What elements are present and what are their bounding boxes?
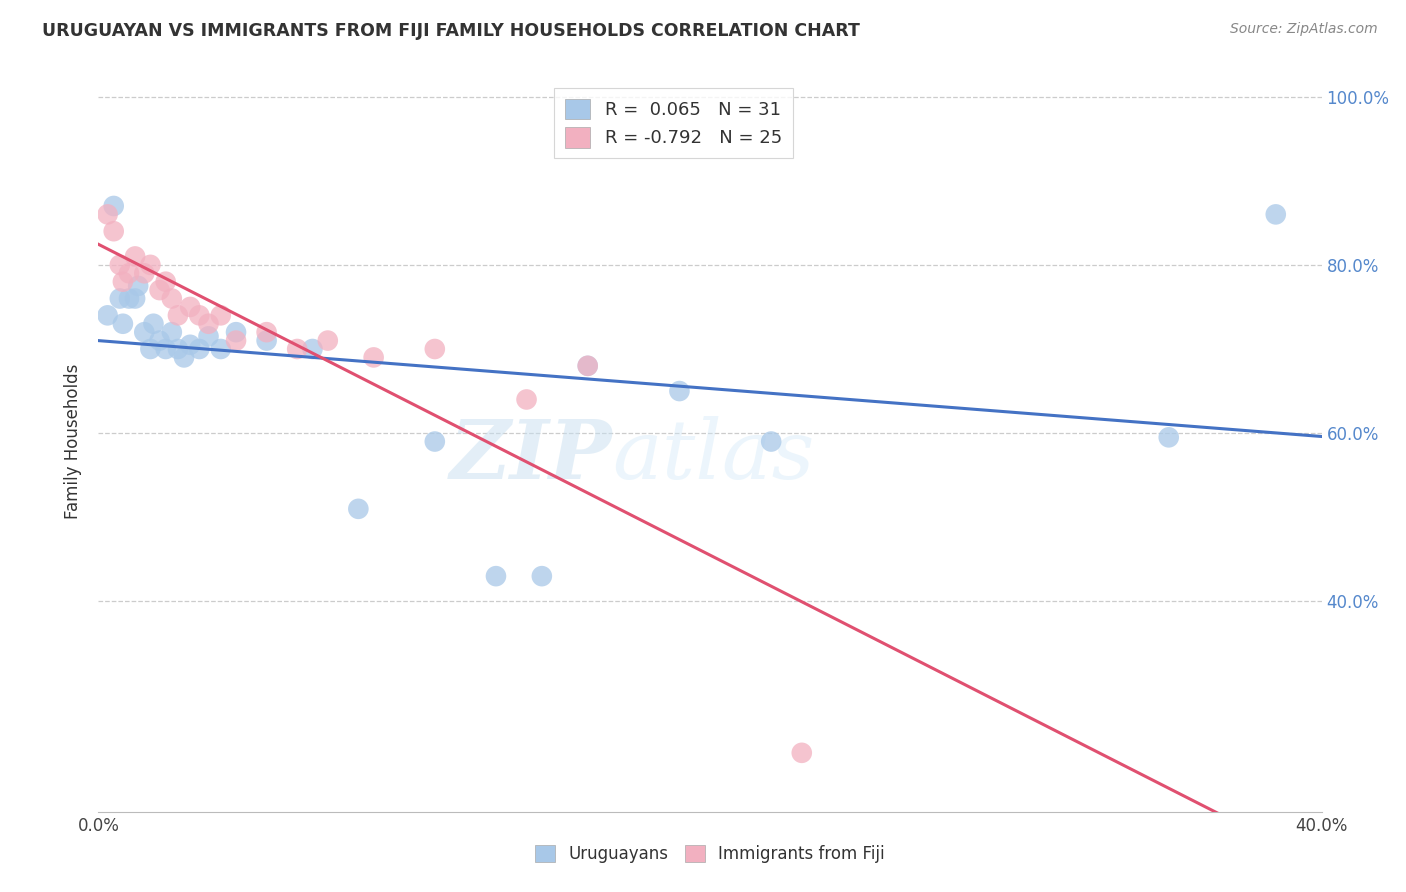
Point — [173, 351, 195, 365]
Point — [576, 359, 599, 373]
Point — [516, 392, 538, 407]
Point — [197, 329, 219, 343]
Point — [160, 292, 183, 306]
Point — [167, 342, 190, 356]
Point — [197, 317, 219, 331]
Point — [790, 746, 813, 760]
Point — [179, 300, 201, 314]
Point — [139, 258, 162, 272]
Point — [1157, 430, 1180, 444]
Point — [225, 325, 247, 339]
Point — [1264, 207, 1286, 221]
Point — [485, 569, 508, 583]
Point — [103, 224, 125, 238]
Text: URUGUAYAN VS IMMIGRANTS FROM FIJI FAMILY HOUSEHOLDS CORRELATION CHART: URUGUAYAN VS IMMIGRANTS FROM FIJI FAMILY… — [42, 22, 860, 40]
Point — [124, 249, 146, 264]
Point — [225, 334, 247, 348]
Text: atlas: atlas — [612, 417, 814, 496]
Point — [347, 501, 370, 516]
Point — [149, 334, 172, 348]
Point — [301, 342, 323, 356]
Point — [179, 338, 201, 352]
Point — [97, 309, 120, 323]
Point — [160, 325, 183, 339]
Point — [155, 342, 177, 356]
Point — [209, 309, 232, 323]
Point — [363, 351, 385, 365]
Point — [108, 258, 131, 272]
Point — [188, 309, 211, 323]
Point — [108, 292, 131, 306]
Y-axis label: Family Households: Family Households — [65, 364, 83, 519]
Point — [316, 334, 339, 348]
Point — [127, 279, 149, 293]
Point — [423, 434, 446, 449]
Point — [111, 275, 134, 289]
Point — [118, 266, 141, 280]
Point — [668, 384, 690, 398]
Point — [149, 283, 172, 297]
Point — [118, 292, 141, 306]
Legend: Uruguayans, Immigrants from Fiji: Uruguayans, Immigrants from Fiji — [529, 838, 891, 870]
Text: ZIP: ZIP — [450, 417, 612, 496]
Point — [285, 342, 308, 356]
Point — [530, 569, 553, 583]
Point — [134, 266, 156, 280]
Point — [124, 292, 146, 306]
Point — [256, 334, 278, 348]
Point — [256, 325, 278, 339]
Point — [576, 359, 599, 373]
Point — [423, 342, 446, 356]
Text: Source: ZipAtlas.com: Source: ZipAtlas.com — [1230, 22, 1378, 37]
Point — [97, 207, 120, 221]
Point — [167, 309, 190, 323]
Point — [134, 325, 156, 339]
Point — [142, 317, 165, 331]
Point — [209, 342, 232, 356]
Point — [139, 342, 162, 356]
Point — [103, 199, 125, 213]
Point — [111, 317, 134, 331]
Point — [188, 342, 211, 356]
Point — [155, 275, 177, 289]
Point — [759, 434, 782, 449]
